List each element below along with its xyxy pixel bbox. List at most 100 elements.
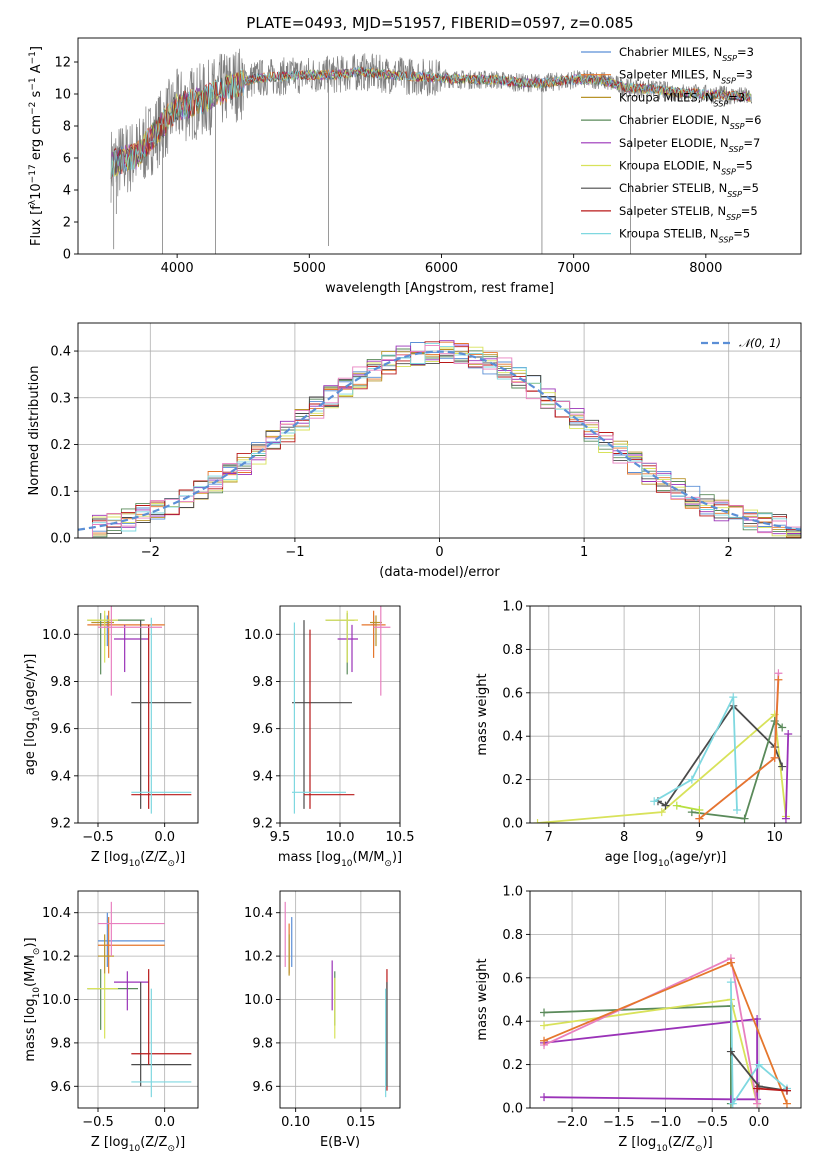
sfh-marker [533,819,542,823]
plot-area [87,606,192,814]
y-tick-label: 8 [63,120,71,135]
x-tick-label: 0.15 [346,1115,375,1130]
x-tick-label: 0.10 [281,1115,310,1130]
x-tick-label: 2 [725,545,733,560]
plot-area [78,340,801,538]
normal-curve [78,350,801,531]
plot-area [292,606,391,814]
x-tick-label: −1 [285,545,304,560]
y-tick-label: 1.0 [502,885,523,900]
plot-area [533,669,793,823]
x-tick-label: 0.0 [154,1115,175,1130]
sfh-line [785,733,790,819]
x-tick-label: −1.5 [603,1115,635,1130]
residuals-panel: 𝒩(0, 1) −2 −1 0 1 2 0.0 0.1 0.2 0.3 0.4 (data-model… [27,322,802,580]
y-tick-label: 9.8 [50,675,71,690]
legend-entry: Salpeter STELIB, NSSP=5 [619,204,758,222]
x-tick-label: −0.5 [696,1115,728,1130]
y-tick-label: 9.4 [252,769,273,784]
sfh-line [757,1087,788,1092]
sfh-marker [733,805,742,814]
sfh-line [537,712,787,823]
x-tick-label: 4000 [161,261,194,276]
sfh-marker [728,1099,737,1108]
y-tick-label: 0.8 [502,928,523,943]
x-tick-label: 9 [695,830,703,845]
x-tick-label: 6000 [425,261,458,276]
y-axis-label: mass [log10(M/M⊙)] [23,937,42,1061]
plot-area [284,901,388,1098]
y-tick-label: 0.0 [50,532,71,547]
x-tick-label: 0.0 [154,830,175,845]
y-tick-label: 0.6 [502,686,523,701]
sfh-marker [687,808,696,817]
sfh-marker [661,801,670,810]
x-tick-label: 0 [435,545,443,560]
sfh-marker [770,753,779,762]
x-tick-label: 10.5 [386,830,415,845]
axes-frame [77,37,802,255]
sfh-marker [650,797,659,806]
x-tick-label: 8 [620,830,628,845]
y-tick-label: 0 [63,248,71,263]
mass-weight-vs-metallicity-panel: −2.0 −1.5 −1.0 −0.5 0.0 0.0 0.2 0.4 0.6 0.8 1.0 Z [… [475,885,802,1154]
sfh-marker [672,801,681,810]
sfh-marker [778,723,787,732]
sfh-marker [695,805,704,814]
y-axis-label: age [log10(age/yr)] [23,654,42,776]
y-tick-label: 9.6 [50,1080,71,1095]
sfh-marker [729,693,738,702]
x-axis-label: mass [log10(M/M⊙)] [278,850,402,869]
y-tick-label: 9.4 [50,769,71,784]
x-axis-label: wavelength [Angstrom, rest frame] [325,281,554,296]
y-tick-label: 0.3 [50,391,71,406]
legend-entry: Salpeter MILES, NSSP=3 [619,68,753,86]
axes-frame [529,605,802,824]
y-tick-label: 9.2 [50,817,71,832]
legend-entry: Salpeter ELODIE, NSSP=7 [619,136,760,154]
x-tick-label: −0.5 [82,830,114,845]
sfh-line [653,696,738,811]
y-axis-label: mass weight [475,958,490,1040]
plot-area [540,954,791,1108]
y-tick-label: 0.4 [50,345,71,360]
x-tick-label: 7 [545,830,553,845]
model-spectrum [110,67,752,179]
spectrum-panel: Chabrier MILES, NSSP=3 Salpeter MILES, NS… [28,37,802,296]
y-tick-label: 10 [54,88,71,103]
y-tick-label: 9.6 [252,1080,273,1095]
x-tick-label: 1 [580,545,588,560]
x-tick-label: 0.0 [749,1115,770,1130]
sfh-marker [781,814,790,823]
y-tick-label: 9.8 [252,1036,273,1051]
legend-entry: Chabrier MILES, NSSP=3 [619,45,754,63]
x-axis-label: Z [log10(Z/Z⊙)] [91,1135,185,1154]
x-tick-label: −0.5 [82,1115,114,1130]
legend-entry: Kroupa STELIB, NSSP=5 [619,227,750,245]
sfh-marker [540,1093,549,1102]
sfh-marker [726,978,735,987]
sfh-line [543,998,758,1104]
y-tick-label: 2 [63,216,71,231]
x-tick-label: 10 [766,830,783,845]
sfh-marker [695,814,704,823]
x-axis-label: Z [log10(Z/Z⊙)] [618,1135,712,1154]
legend-entry: Chabrier STELIB, NSSP=5 [619,181,759,199]
x-axis-label: age [log10(age/yr)] [605,850,727,869]
y-tick-label: 0.4 [502,730,523,745]
sfh-line [676,804,700,811]
legend-entry: Kroupa MILES, NSSP=3 [619,90,745,108]
age-vs-metallicity-panel: −0.5 0.0 9.2 9.4 9.6 9.8 10.0 Z [log10(Z/Z⊙)] ag… [23,605,199,869]
sfh-marker [782,1086,791,1095]
sfh-line [730,982,788,1107]
x-tick-label: 10.0 [326,830,355,845]
mass-vs-extinction-panel: 0.10 0.15 9.6 9.8 10.0 10.2 10.4 E(B-V) [244,890,401,1150]
y-tick-label: 10.0 [244,993,273,1008]
sfh-marker [740,814,749,823]
y-tick-label: 9.6 [252,722,273,737]
sfh-marker [657,808,666,817]
x-axis-label: Z [log10(Z/Z⊙)] [91,850,185,869]
y-tick-label: 10.4 [244,906,273,921]
y-tick-label: 0.8 [502,643,523,658]
